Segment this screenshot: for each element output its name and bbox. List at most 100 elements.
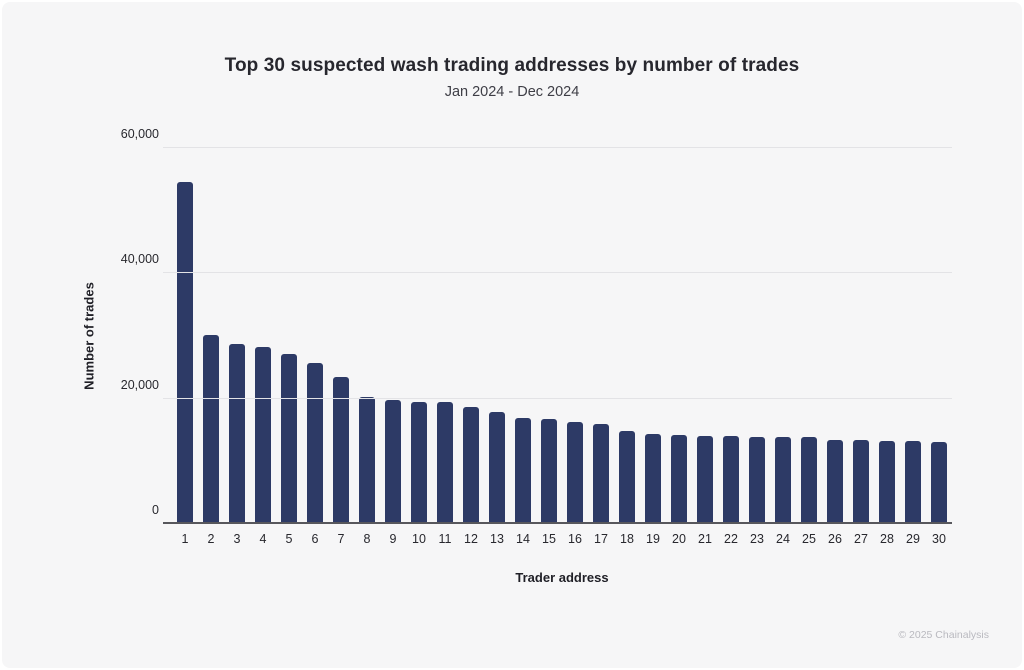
bar-slot	[172, 148, 198, 524]
chart-title: Top 30 suspected wash trading addresses …	[224, 55, 800, 76]
bar	[489, 412, 505, 524]
plot-area: 1 2 3 4 5 6 7 8 9 10 11 12 13 14 15 16 17 18 19 20 21 22 23 24 2…	[121, 127, 952, 546]
x-axis-tick-label: 7	[337, 532, 345, 546]
x-axis-tick-label: 9	[389, 532, 397, 546]
bar-slot	[276, 148, 302, 524]
x-axis-title: Trader address	[515, 570, 609, 585]
x-axis-tick-label: 26	[828, 532, 842, 546]
bar-slot	[224, 148, 250, 524]
bar	[671, 434, 687, 524]
bar-slot	[822, 148, 848, 524]
bar-slot	[354, 148, 380, 524]
bar-slot	[614, 148, 640, 524]
x-axis-tick-label: 15	[542, 532, 556, 546]
x-axis-tick-label: 14	[516, 532, 530, 546]
bar	[931, 441, 947, 524]
bar-slot	[380, 148, 406, 524]
gridline	[163, 147, 952, 148]
bar-slot	[666, 148, 692, 524]
bar-slot	[874, 148, 900, 524]
bar-slot	[588, 148, 614, 524]
bar	[723, 435, 739, 524]
bar-slot	[510, 148, 536, 524]
bar-slot	[198, 148, 224, 524]
bar-slot	[536, 148, 562, 524]
x-axis-tick-label: 3	[233, 532, 241, 546]
x-axis-tick-label: 22	[724, 532, 738, 546]
x-axis-tick-label: 16	[568, 532, 582, 546]
bar-slot	[250, 148, 276, 524]
bar-slot	[302, 148, 328, 524]
bar-slot	[562, 148, 588, 524]
bar-slot	[484, 148, 510, 524]
x-axis-tick-label: 29	[906, 532, 920, 546]
bar	[437, 402, 453, 524]
x-axis-tick-labels: 1 2 3 4 5 6 7 8 9 10 11 12 13 14 15 16 17 18 19 20 21 22 23 24 2…	[172, 532, 952, 546]
x-axis-tick-label: 5	[285, 532, 293, 546]
bar	[359, 397, 375, 524]
bar-slot	[458, 148, 484, 524]
y-axis-tick-label: 20,000	[120, 377, 159, 392]
bars-container	[172, 148, 952, 524]
bar	[879, 440, 895, 524]
bar	[515, 418, 531, 524]
x-axis-tick-label: 4	[259, 532, 267, 546]
x-axis-tick-label: 21	[698, 532, 712, 546]
bar	[229, 344, 245, 524]
bar	[905, 441, 921, 524]
bar	[827, 439, 843, 524]
bar-slot	[848, 148, 874, 524]
bar	[645, 434, 661, 524]
bar	[203, 334, 219, 524]
bar	[619, 430, 635, 524]
y-axis-tick-label: 60,000	[120, 127, 159, 141]
bar-slot	[432, 148, 458, 524]
x-axis-line	[163, 522, 952, 524]
x-axis-tick-label: 13	[490, 532, 504, 546]
x-axis-tick-label: 12	[464, 532, 478, 546]
bar	[463, 407, 479, 524]
bar-slot	[328, 148, 354, 524]
x-axis-tick-label: 25	[802, 532, 816, 546]
x-axis-tick-label: 18	[620, 532, 634, 546]
x-axis-tick-label: 24	[776, 532, 790, 546]
x-axis-tick-label: 2	[207, 532, 215, 546]
bar	[593, 424, 609, 524]
bar	[697, 435, 713, 524]
bar	[749, 436, 765, 524]
x-axis-tick-label: 23	[750, 532, 764, 546]
bar-slot	[640, 148, 666, 524]
bar-slot	[796, 148, 822, 524]
bar-slot	[926, 148, 952, 524]
chart-subtitle: Jan 2024 - Dec 2024	[444, 84, 580, 100]
bar	[255, 347, 271, 524]
bar-slot	[900, 148, 926, 524]
y-axis-tick-label: 40,000	[120, 252, 159, 267]
bar	[801, 437, 817, 524]
x-axis-tick-label: 17	[594, 532, 608, 546]
x-axis-tick-label: 28	[880, 532, 894, 546]
x-axis-tick-label: 6	[311, 532, 319, 546]
bar	[567, 421, 583, 524]
x-axis-tick-label: 8	[363, 532, 371, 546]
x-axis-tick-label: 30	[932, 532, 946, 546]
bar	[775, 436, 791, 524]
gridline	[163, 272, 952, 274]
bar	[853, 440, 869, 524]
y-axis-tick-label: 0	[152, 503, 159, 517]
x-axis-tick-label: 1	[181, 532, 189, 546]
x-axis-tick-label: 10	[412, 532, 426, 546]
bar	[541, 418, 557, 524]
bar	[307, 362, 323, 524]
bar	[333, 377, 349, 524]
x-axis-tick-label: 20	[672, 532, 686, 546]
bar-slot	[770, 148, 796, 524]
gridline	[163, 397, 952, 399]
x-axis-tick-label: 27	[854, 532, 868, 546]
y-axis-title: Number of trades	[81, 282, 97, 390]
bar	[411, 401, 427, 524]
bar-slot	[718, 148, 744, 524]
bar	[281, 354, 297, 524]
bar	[385, 399, 401, 524]
